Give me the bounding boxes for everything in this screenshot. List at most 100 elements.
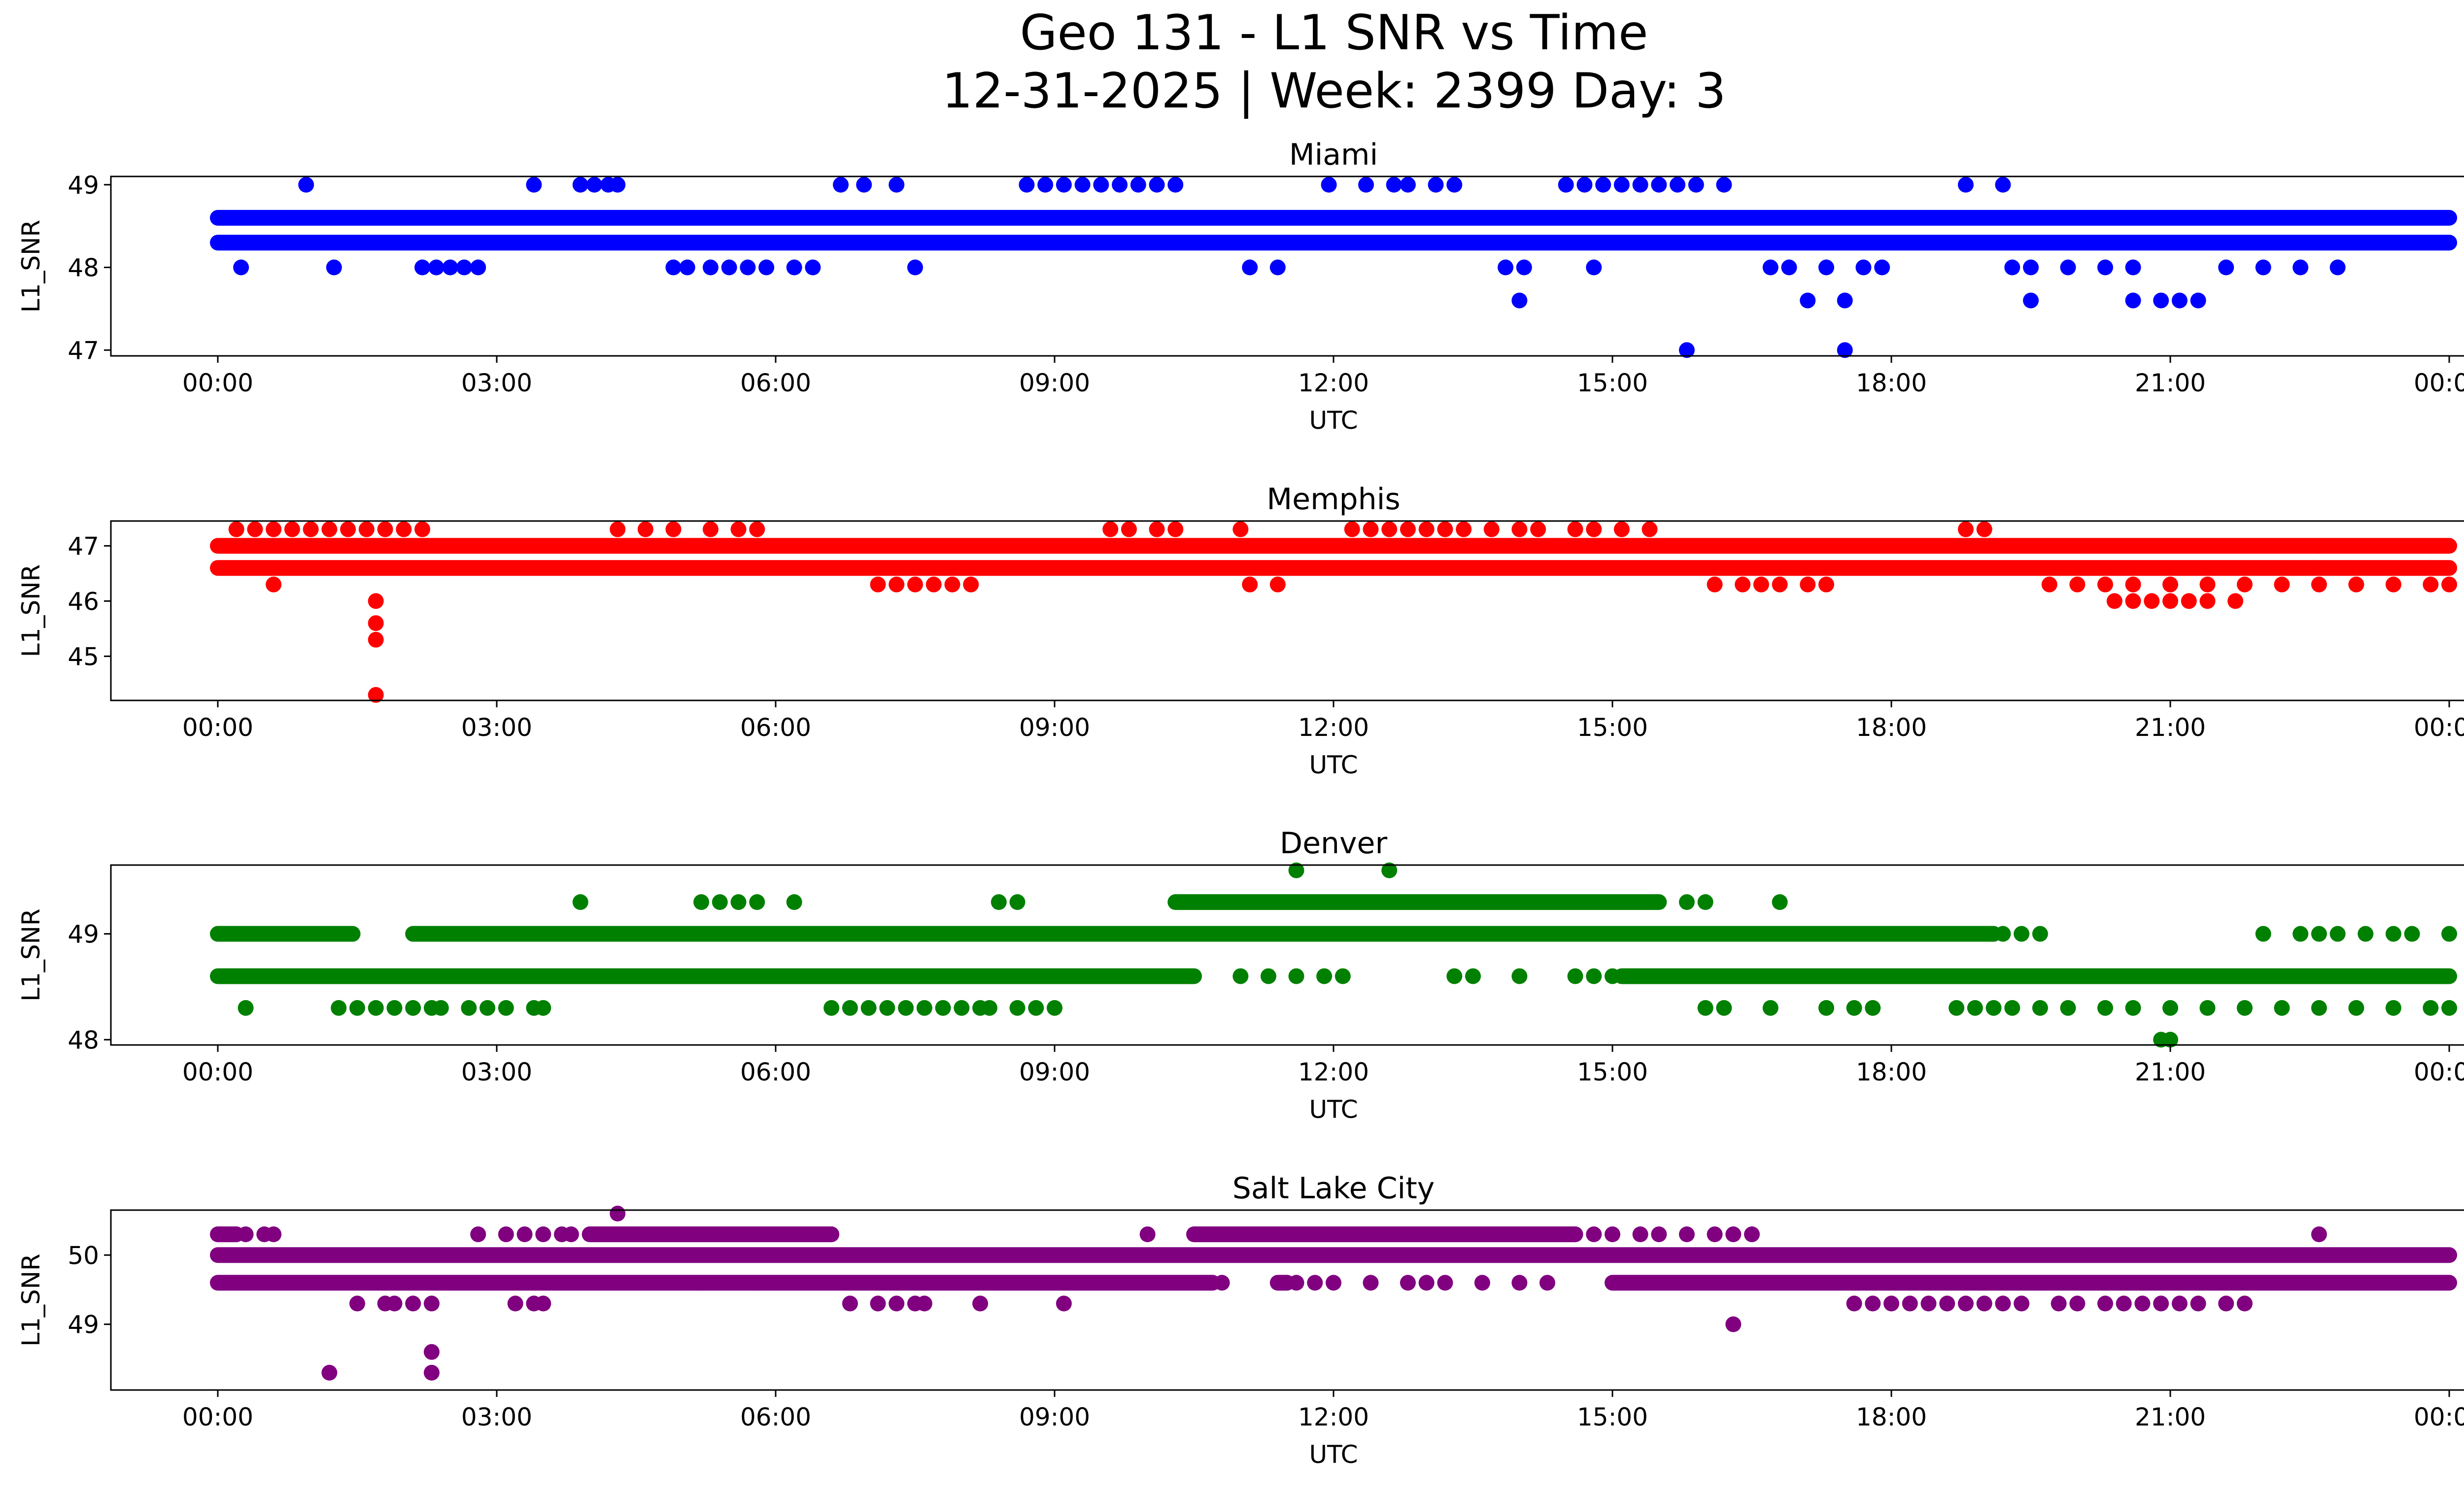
data-point: [1074, 176, 1091, 193]
x-axis-label: UTC: [1309, 406, 1358, 435]
data-point: [2134, 1295, 2151, 1312]
data-point: [2339, 538, 2355, 554]
data-point: [1465, 968, 1481, 984]
data-point: [954, 1000, 970, 1016]
data-point: [516, 1226, 533, 1243]
data-point: [1418, 1275, 1435, 1291]
x-tick-label: 00:00: [2414, 1058, 2464, 1086]
x-tick-label: 18:00: [1856, 369, 1927, 397]
y-axis-label: L1_SNR: [17, 908, 45, 1002]
x-tick-label: 12:00: [1298, 1403, 1369, 1431]
x-tick-label: 12:00: [1298, 713, 1369, 742]
x-tick-label: 06:00: [740, 1403, 811, 1431]
data-point: [479, 1000, 496, 1016]
data-point: [1920, 1295, 1937, 1312]
data-point: [1539, 1275, 1555, 1291]
data-point: [2199, 593, 2216, 609]
data-point: [1995, 1295, 2011, 1312]
data-point: [1511, 1275, 1528, 1291]
data-point: [786, 894, 802, 910]
data-point: [2097, 1000, 2113, 1016]
x-tick-label: 12:00: [1298, 369, 1369, 397]
data-series: [209, 1206, 2458, 1381]
data-point: [1697, 1000, 1713, 1016]
data-point: [247, 521, 263, 537]
x-tick-label: 18:00: [1856, 1058, 1927, 1086]
data-point: [1949, 1000, 1965, 1016]
data-point: [284, 521, 300, 537]
data-point: [730, 521, 747, 537]
data-point: [1326, 1275, 1341, 1291]
data-point: [326, 259, 342, 276]
data-point: [2376, 538, 2392, 554]
data-point: [1307, 1275, 1323, 1291]
data-point: [1605, 1226, 1621, 1243]
data-point: [2014, 926, 2030, 942]
data-point: [1567, 968, 1583, 984]
data-point: [233, 259, 249, 276]
data-point: [2051, 1295, 2067, 1312]
data-point: [1846, 1295, 1862, 1312]
data-point: [721, 259, 737, 276]
x-tick-label: 03:00: [461, 1403, 532, 1431]
data-point: [1651, 1226, 1667, 1243]
data-point: [679, 259, 695, 276]
data-point: [2153, 1295, 2169, 1312]
data-point: [2274, 576, 2290, 592]
data-point: [1335, 968, 1351, 984]
data-point: [1139, 1226, 1156, 1243]
data-point: [368, 1000, 384, 1016]
data-point: [889, 1295, 905, 1312]
data-point: [2311, 576, 2327, 592]
data-point: [1400, 1275, 1416, 1291]
data-point: [386, 1295, 403, 1312]
data-point: [842, 1000, 858, 1016]
data-point: [1772, 576, 1788, 592]
data-point: [461, 1000, 477, 1016]
subplot-title: Memphis: [1266, 482, 1400, 517]
data-point: [1632, 176, 1648, 193]
data-point: [1400, 521, 1416, 537]
data-point: [870, 576, 886, 592]
data-point: [331, 1000, 347, 1016]
data-point: [298, 176, 314, 193]
data-point: [1446, 968, 1463, 984]
data-point: [1428, 176, 1444, 193]
data-point: [2032, 926, 2048, 942]
x-tick-label: 00:00: [2414, 713, 2464, 742]
x-tick-label: 03:00: [461, 1058, 532, 1086]
subplot-title: Denver: [1280, 826, 1388, 861]
x-tick-label: 06:00: [740, 713, 811, 742]
data-point: [1046, 1000, 1062, 1016]
x-tick-label: 06:00: [740, 369, 811, 397]
data-point: [1400, 176, 1416, 193]
data-point: [2060, 1000, 2076, 1016]
data-point: [433, 1000, 449, 1016]
data-point: [2097, 576, 2113, 592]
data-point: [935, 1000, 951, 1016]
data-point: [498, 1226, 514, 1243]
data-point: [665, 259, 682, 276]
data-series: [209, 862, 2458, 1048]
data-point: [1613, 176, 1630, 193]
x-axis-label: UTC: [1309, 1440, 1358, 1469]
data-point: [368, 593, 384, 609]
x-tick-label: 15:00: [1577, 713, 1648, 742]
data-point: [2329, 259, 2346, 276]
data-point: [1386, 176, 1402, 193]
data-point: [423, 1295, 440, 1312]
data-point: [1437, 1275, 1453, 1291]
y-tick-label: 47: [68, 336, 99, 365]
x-axis-label: UTC: [1309, 751, 1358, 779]
data-point: [2311, 538, 2327, 554]
data-point: [1232, 521, 1249, 537]
data-point: [842, 1295, 858, 1312]
data-point: [1744, 1226, 1760, 1243]
x-tick-label: 21:00: [2135, 713, 2206, 742]
data-point: [1288, 968, 1304, 984]
data-point: [1363, 1275, 1379, 1291]
data-point: [2218, 259, 2234, 276]
data-point: [2255, 259, 2271, 276]
data-point: [2162, 1032, 2179, 1048]
